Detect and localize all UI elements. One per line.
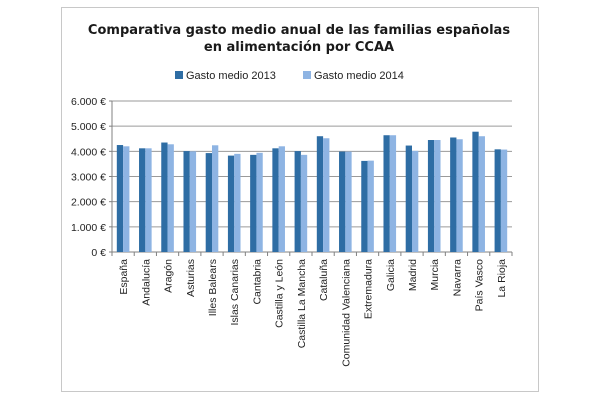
legend-swatch-2014: [303, 71, 311, 79]
bar-2014: [323, 138, 330, 252]
x-category-label: Madrid: [407, 259, 419, 291]
y-tick-label: 0 €: [91, 247, 106, 259]
bar-2013: [250, 154, 257, 252]
bar-2013: [427, 140, 435, 252]
legend: Gasto medio 2013 Gasto medio 2014: [175, 70, 404, 82]
bar-2014: [412, 150, 419, 252]
x-category-label: España: [118, 259, 130, 295]
bar-2014: [212, 145, 219, 252]
bar-2013: [405, 145, 412, 252]
chart-title-line-2: en alimentación por CCAA: [204, 40, 394, 55]
y-tick-label: 3.000 €: [71, 172, 106, 184]
x-category-label: Cantabria: [251, 259, 263, 305]
bar-2013: [472, 131, 479, 252]
bar-2014: [478, 136, 485, 252]
bar-2013: [494, 149, 501, 252]
y-axis: 0 € 1.000 € 2.000 € 3.000 € 4.000 € 5.000 € 6.…: [71, 96, 113, 259]
x-category-label: Galicia: [385, 259, 397, 291]
bars: [116, 131, 508, 252]
bar-2013: [227, 155, 235, 252]
legend-label-2013: Gasto medio 2013: [186, 70, 276, 82]
y-tick-label: 6.000 €: [71, 96, 106, 108]
x-axis: España Andalucía Aragón Asturias Illes Balea…: [111, 252, 513, 367]
x-category-label: Comunidad Valenciana: [340, 259, 352, 367]
bar-2014: [278, 146, 285, 252]
x-category-label: Asturias: [185, 259, 197, 297]
chart-title-line-1: Comparativa gasto medio anual de las fam…: [88, 23, 510, 38]
x-category-label: Aragón: [163, 259, 175, 293]
bar-2014: [500, 149, 508, 252]
bar-2013: [450, 137, 457, 252]
bar-2013: [116, 145, 124, 252]
x-category-label: Castilla y León: [274, 259, 286, 328]
x-category-label: Cataluña: [318, 259, 330, 301]
bar-2014: [456, 139, 463, 252]
bar-2013: [294, 151, 301, 252]
y-tick-label: 5.000 €: [71, 121, 106, 133]
bar-2014: [345, 151, 352, 252]
bar-2014: [167, 144, 174, 252]
bar-2014: [123, 146, 130, 252]
bar-2014: [189, 151, 197, 252]
bar-2013: [339, 151, 346, 252]
bar-2013: [383, 135, 390, 252]
legend-swatch-2013: [175, 71, 183, 79]
bar-2014: [145, 148, 152, 252]
x-category-label: Castilla La Mancha: [296, 259, 308, 348]
bar-2013: [272, 148, 279, 252]
y-tick-label: 4.000 €: [71, 146, 106, 158]
x-category-label: Illes Balears: [207, 259, 219, 316]
x-category-label: Extremadura: [363, 259, 375, 319]
x-category-label: Navarra: [451, 259, 463, 297]
x-category-label: Islas Canarias: [229, 259, 241, 326]
bar-2013: [205, 153, 212, 252]
bar-2014: [256, 152, 263, 252]
bar-2014: [300, 154, 308, 252]
bar-2014: [434, 140, 441, 252]
x-category-label: País Vasco: [474, 259, 486, 311]
bar-2014: [367, 160, 374, 252]
y-tick-label: 1.000 €: [71, 222, 106, 234]
x-category-label: Murcia: [429, 259, 441, 291]
bar-2013: [161, 142, 168, 252]
x-category-label: Andalucía: [140, 259, 152, 306]
bar-2014: [234, 153, 241, 252]
bar-2013: [183, 151, 190, 252]
bar-2013: [361, 160, 368, 252]
y-tick-label: 2.000 €: [71, 197, 106, 209]
bar-2013: [139, 148, 146, 252]
legend-label-2014: Gasto medio 2014: [314, 70, 404, 82]
bar-2014: [389, 135, 397, 252]
bar-2013: [316, 136, 324, 252]
x-category-label: La Rioja: [496, 259, 508, 298]
